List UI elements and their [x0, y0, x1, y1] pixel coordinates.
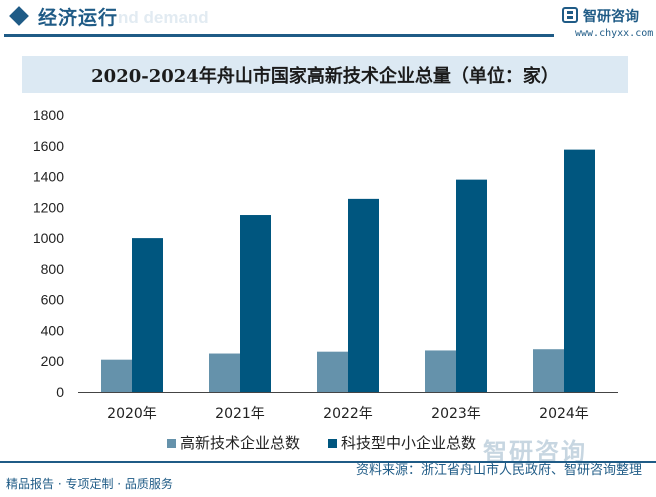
y-tick-label: 600: [41, 292, 65, 308]
y-axis: 0 200 400 600 800 1000 1200 1400 1600 1800: [33, 107, 64, 400]
legend-label-high-tech: 高新技术企业总数: [180, 434, 301, 452]
y-tick-label: 1800: [33, 107, 64, 123]
y-tick-label: 1600: [33, 138, 64, 154]
x-tick-label: 2021年: [215, 406, 265, 422]
x-tick-label: 2024年: [539, 406, 589, 422]
bar-sme-2: [348, 198, 379, 392]
diamond-icon: [9, 6, 29, 26]
y-tick-label: 800: [41, 261, 65, 277]
footer-tagline: 精品报告 · 专项定制 · 品质服务: [6, 477, 173, 491]
x-tick-label: 2020年: [107, 406, 157, 422]
bar-sme-1: [240, 215, 271, 392]
header-ghost-text: nd demand: [118, 8, 209, 27]
bar-high-tech-1: [209, 353, 240, 392]
legend-item-high-tech: 高新技术企业总数: [167, 432, 300, 453]
brand-url: www.chyxx.com: [575, 28, 654, 39]
footer-source: 资料来源：浙江省舟山市人民政府、智研咨询整理: [356, 463, 643, 478]
legend-swatch-sme: [328, 439, 337, 448]
x-tick-label: 2023年: [431, 406, 481, 422]
y-tick-label: 200: [41, 353, 65, 369]
bar-high-tech-2: [317, 351, 348, 392]
chart-title-band: 2020-2024年舟山市国家高新技术企业总量（单位：家）: [22, 56, 628, 93]
legend-label-sme: 科技型中小企业总数: [341, 434, 477, 452]
brand-logo-icon: [562, 7, 578, 23]
footer-divider: [0, 461, 656, 463]
bar-sme-3: [456, 179, 487, 392]
y-tick-label: 0: [56, 384, 64, 400]
x-axis: 2020年 2021年 2022年 2023年 2024年: [107, 406, 589, 422]
header-divider: [4, 34, 554, 37]
chart-title: 2020-2024年舟山市国家高新技术企业总量（单位：家）: [91, 66, 559, 87]
bar-high-tech-4: [533, 349, 564, 392]
y-tick-label: 1000: [33, 230, 64, 246]
x-tick-label: 2022年: [323, 406, 373, 422]
bar-sme-0: [132, 238, 163, 392]
y-tick-label: 1200: [33, 199, 64, 215]
y-tick-label: 1400: [33, 169, 64, 185]
section-title: 经济运行: [38, 7, 119, 29]
legend-item-sme: 科技型中小企业总数: [328, 432, 476, 453]
bar-high-tech-0: [101, 359, 132, 392]
bar-sme-4: [564, 149, 595, 392]
bars-group: [101, 149, 595, 392]
legend-swatch-high-tech: [167, 439, 176, 448]
brand-logo-text: 智研咨询: [583, 9, 639, 25]
bar-high-tech-3: [425, 350, 456, 392]
y-tick-label: 400: [41, 322, 65, 338]
